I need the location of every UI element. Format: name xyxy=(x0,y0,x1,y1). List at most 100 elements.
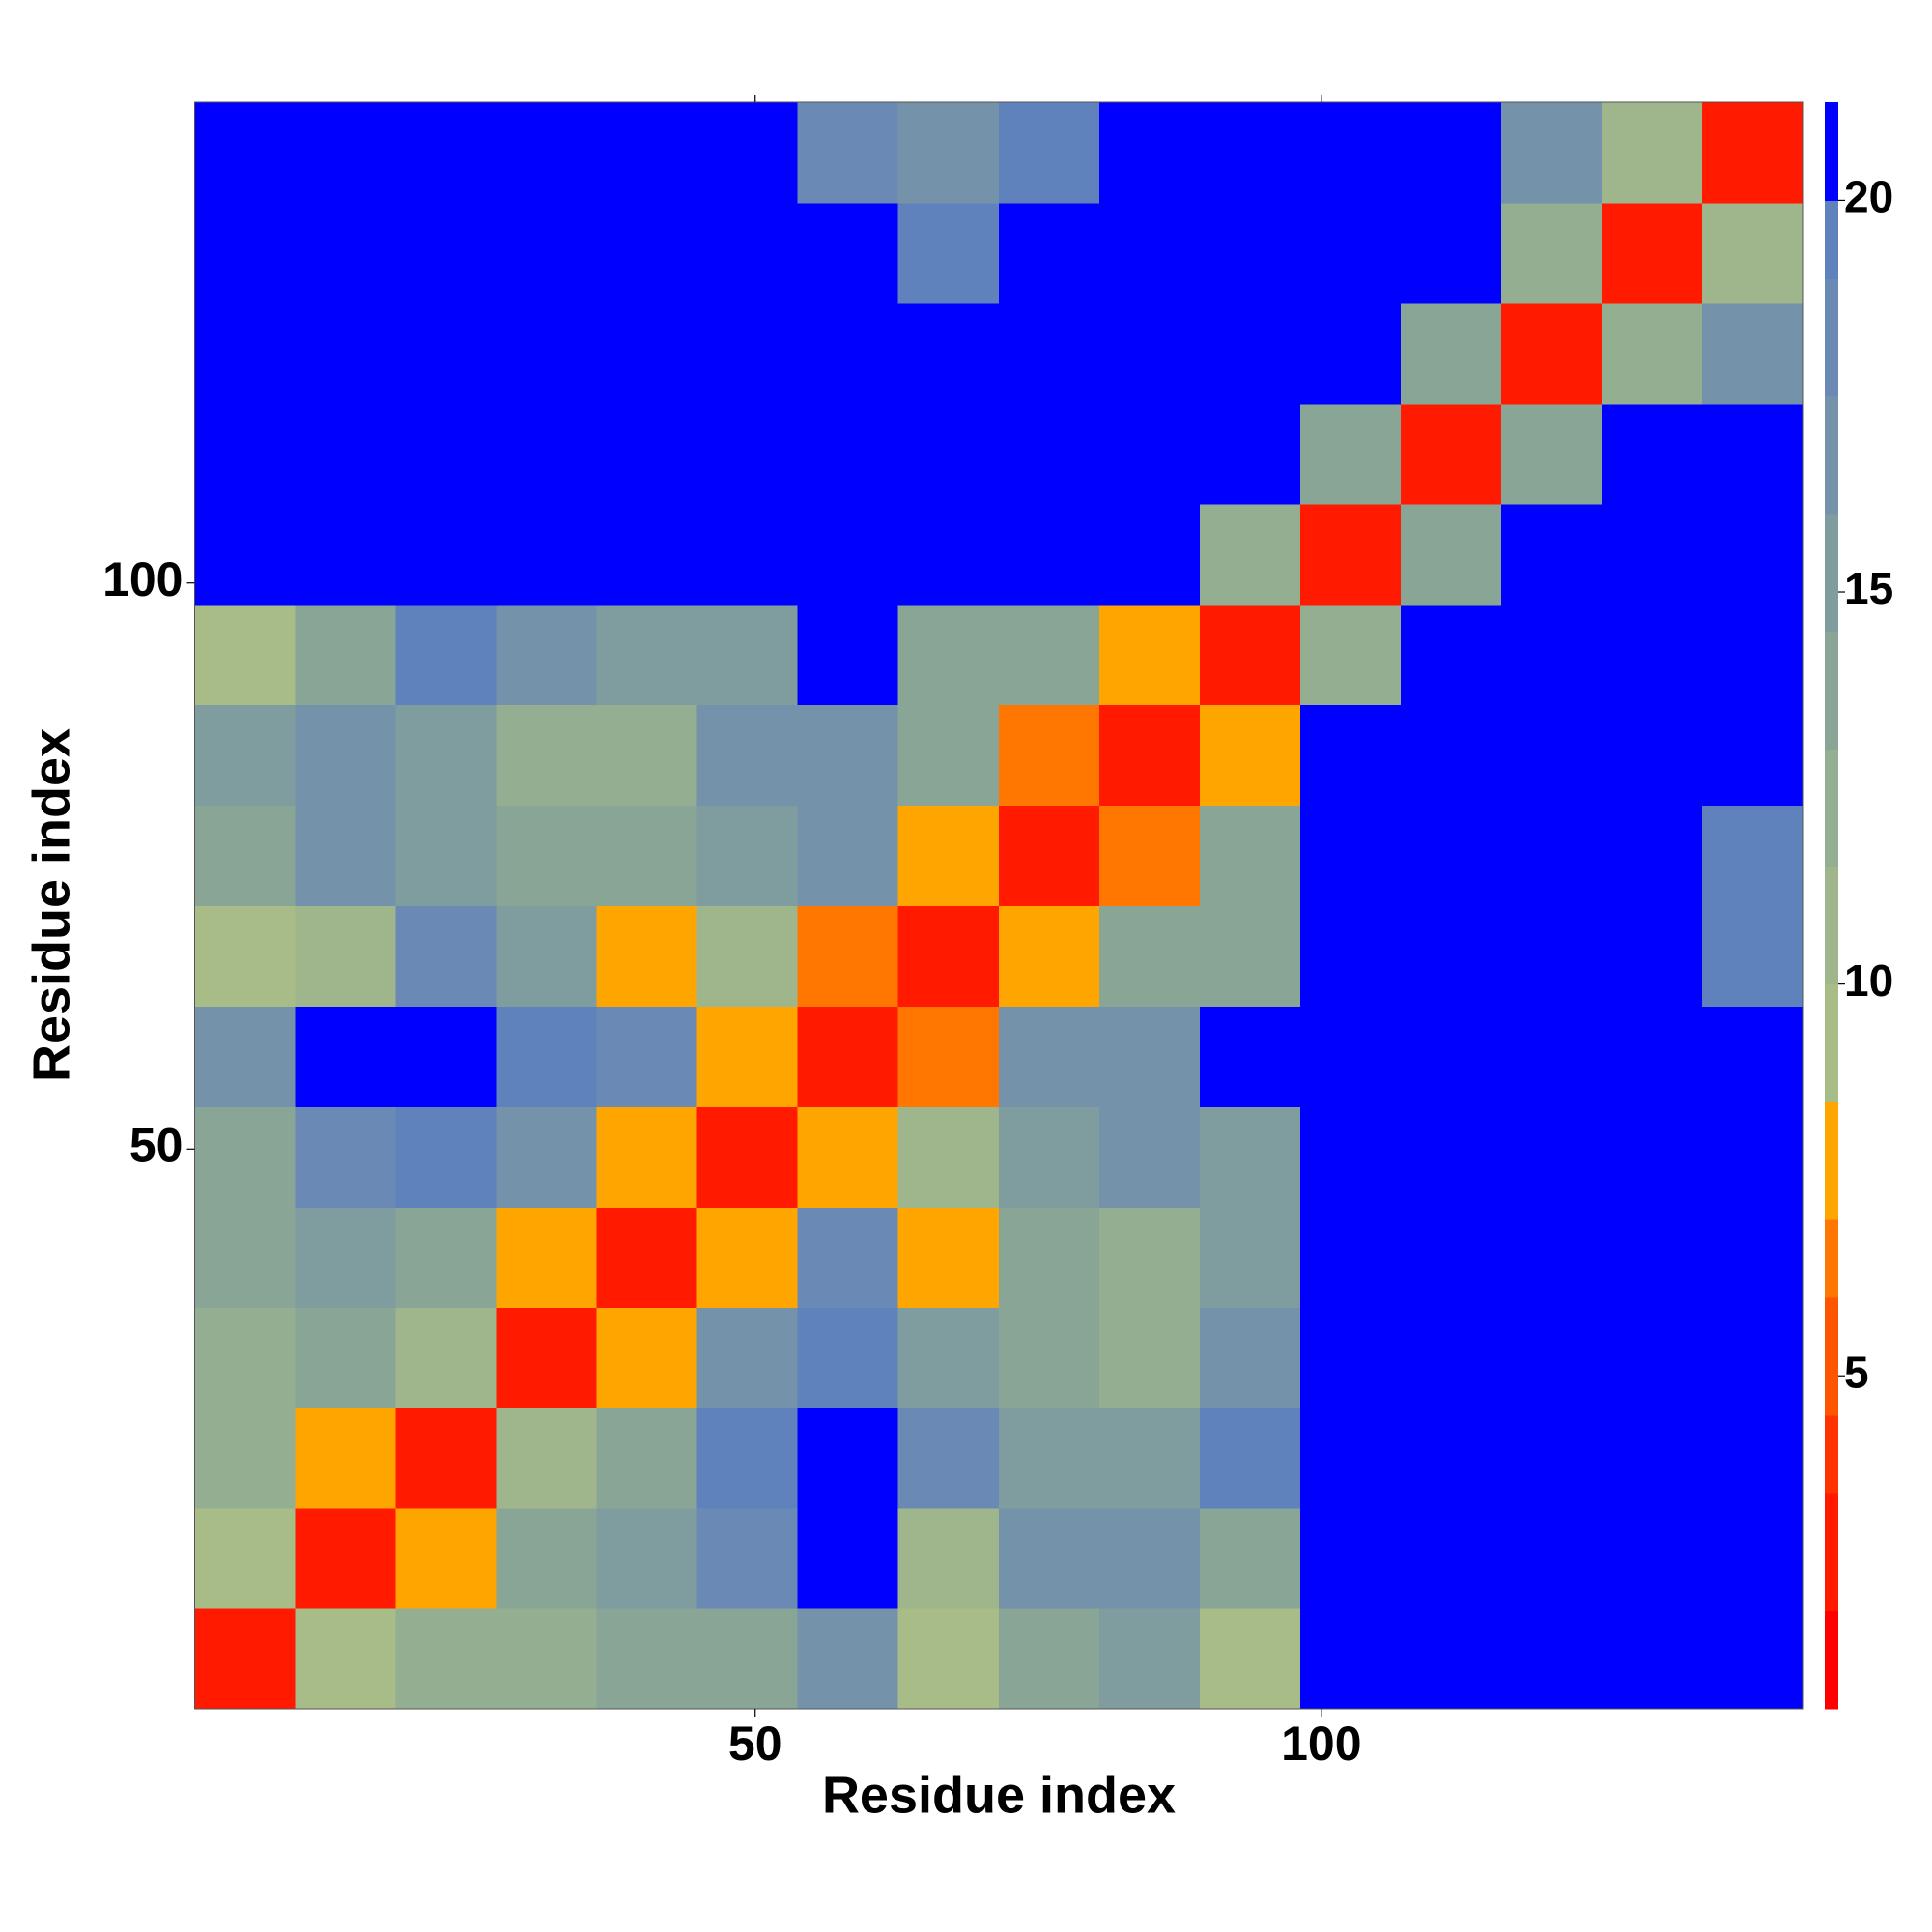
heatmap-cell xyxy=(1199,704,1301,807)
heatmap-cell xyxy=(797,704,899,807)
colorbar-tick-label: 15 xyxy=(1844,563,1893,613)
heatmap-cell xyxy=(1098,1608,1201,1710)
heatmap-cell xyxy=(1601,905,1703,1008)
heatmap-cell xyxy=(696,1508,799,1609)
heatmap-cell xyxy=(1500,905,1603,1008)
heatmap-cell xyxy=(998,1106,1100,1208)
colorbar-segment xyxy=(1825,1218,1838,1298)
heatmap-cell xyxy=(696,1307,799,1408)
colorbar-segment xyxy=(1825,983,1838,1102)
heatmap-cell xyxy=(897,503,1000,606)
heatmap-cell xyxy=(1199,202,1301,304)
heatmap-cell xyxy=(797,1207,899,1308)
heatmap-cell xyxy=(1400,604,1502,706)
x-tick-label: 100 xyxy=(1281,1717,1361,1771)
heatmap-cell xyxy=(194,302,297,405)
heatmap-cell xyxy=(596,1608,698,1710)
heatmap-cell xyxy=(1400,202,1502,304)
heatmap-cell xyxy=(897,1508,1000,1609)
heatmap-cell xyxy=(1601,1608,1703,1710)
heatmap-cell xyxy=(1500,1207,1603,1308)
heatmap-cell xyxy=(496,302,598,405)
heatmap-cell xyxy=(1601,1508,1703,1609)
heatmap-cell xyxy=(1098,1407,1201,1509)
heatmap-cell xyxy=(1500,302,1603,405)
heatmap-cell xyxy=(1500,1608,1603,1710)
heatmap-cell xyxy=(596,503,698,606)
heatmap-cell xyxy=(1299,805,1402,907)
heatmap-cell xyxy=(1098,503,1201,606)
heatmap-cell xyxy=(1199,1307,1301,1408)
heatmap-cell xyxy=(1098,302,1201,405)
heatmap-cell xyxy=(1199,1407,1301,1509)
heatmap-cell xyxy=(998,1407,1100,1509)
heatmap-cell xyxy=(797,905,899,1008)
colorbar-segment xyxy=(1825,200,1838,280)
heatmap-cell xyxy=(1199,604,1301,706)
heatmap-cell xyxy=(395,1608,497,1710)
heatmap-cell xyxy=(1601,1407,1703,1509)
heatmap-cell xyxy=(897,1106,1000,1208)
heatmap-cell xyxy=(1299,1407,1402,1509)
heatmap-cell xyxy=(1701,1407,1804,1509)
heatmap-cell xyxy=(1400,1307,1502,1408)
heatmap-cell xyxy=(1601,1006,1703,1107)
heatmap-cell xyxy=(1601,102,1703,204)
heatmap-cell xyxy=(1400,1508,1502,1609)
heatmap-cell xyxy=(1098,805,1201,907)
heatmap-cell xyxy=(1098,905,1201,1008)
heatmap-cell xyxy=(998,503,1100,606)
heatmap-cell xyxy=(1400,1608,1502,1710)
heatmap-cell xyxy=(897,604,1000,706)
heatmap-cell xyxy=(696,503,799,606)
heatmap-cell xyxy=(295,1207,397,1308)
heatmap-cell xyxy=(496,905,598,1008)
colorbar-segment xyxy=(1825,102,1838,201)
heatmap-cell xyxy=(1500,1006,1603,1107)
heatmap-cell xyxy=(1199,503,1301,606)
heatmap-cell xyxy=(1701,1508,1804,1609)
heatmap-cell xyxy=(295,302,397,405)
heatmap-cell xyxy=(1098,1207,1201,1308)
heatmap-cell xyxy=(1701,202,1804,304)
colorbar-segment xyxy=(1825,396,1838,515)
heatmap-cell xyxy=(797,1307,899,1408)
heatmap-cell xyxy=(797,403,899,505)
heatmap-cell xyxy=(1701,805,1804,907)
heatmap-cell xyxy=(395,905,497,1008)
heatmap-cell xyxy=(194,1106,297,1208)
heatmap-cell xyxy=(1500,805,1603,907)
heatmap-cell xyxy=(1500,102,1603,204)
heatmap-cell xyxy=(1701,503,1804,606)
heatmap-cell xyxy=(696,1407,799,1509)
heatmap-cell xyxy=(194,102,297,204)
heatmap-cell xyxy=(1400,805,1502,907)
heatmap-cell xyxy=(1199,1608,1301,1710)
heatmap-cell xyxy=(194,604,297,706)
heatmap-cell xyxy=(295,905,397,1008)
heatmap-cell xyxy=(1199,102,1301,204)
heatmap-cell xyxy=(998,1608,1100,1710)
heatmap-cell xyxy=(797,102,899,204)
heatmap-cell xyxy=(1601,1106,1703,1208)
heatmap-cell xyxy=(1098,1106,1201,1208)
heatmap-cell xyxy=(295,202,397,304)
heatmap-cell xyxy=(596,704,698,807)
heatmap-cell xyxy=(1098,1307,1201,1408)
heatmap-cell xyxy=(897,1307,1000,1408)
heatmap-cell xyxy=(1500,202,1603,304)
heatmap-cell xyxy=(496,1407,598,1509)
heatmap-cell xyxy=(395,302,497,405)
heatmap-cell xyxy=(1500,604,1603,706)
heatmap-cell xyxy=(395,1307,497,1408)
heatmap-cell xyxy=(998,805,1100,907)
colorbar-segment xyxy=(1825,1610,1838,1710)
heatmap-cell xyxy=(1400,1407,1502,1509)
heatmap-cell xyxy=(998,202,1100,304)
heatmap-cell xyxy=(194,1307,297,1408)
heatmap-cell xyxy=(1500,1407,1603,1509)
heatmap-cell xyxy=(496,1106,598,1208)
heatmap-cell xyxy=(596,905,698,1008)
heatmap-cell xyxy=(295,403,397,505)
colorbar-segment xyxy=(1825,866,1838,985)
